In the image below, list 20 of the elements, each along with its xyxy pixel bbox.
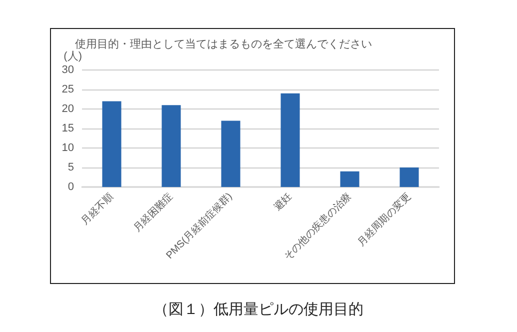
bar xyxy=(221,120,240,187)
x-tick-label: 月経周期の変更 xyxy=(355,190,414,248)
y-tick-label: 10 xyxy=(62,142,74,154)
bar xyxy=(162,105,181,187)
y-tick-label: 25 xyxy=(62,84,74,96)
y-tick-label: 0 xyxy=(68,181,74,193)
y-tick-label: 30 xyxy=(62,64,74,76)
bar xyxy=(102,101,122,187)
chart-title: 使用目的・理由として当てはまるものを全て選んでください xyxy=(75,38,372,50)
bar xyxy=(400,168,419,187)
bar xyxy=(280,93,300,187)
y-tick-label: 5 xyxy=(68,162,74,174)
x-tick-label: 月経困難症 xyxy=(131,190,176,234)
x-tick-label: 月経不順 xyxy=(78,190,116,228)
y-tick-label: 20 xyxy=(62,103,74,115)
text: （図１）低用量ピルの使用目的 xyxy=(152,300,364,319)
bar xyxy=(340,171,360,187)
y-tick-label: 15 xyxy=(62,122,74,134)
x-tick-label: 避妊 xyxy=(272,190,294,214)
y-axis-title: (人) xyxy=(64,50,82,62)
